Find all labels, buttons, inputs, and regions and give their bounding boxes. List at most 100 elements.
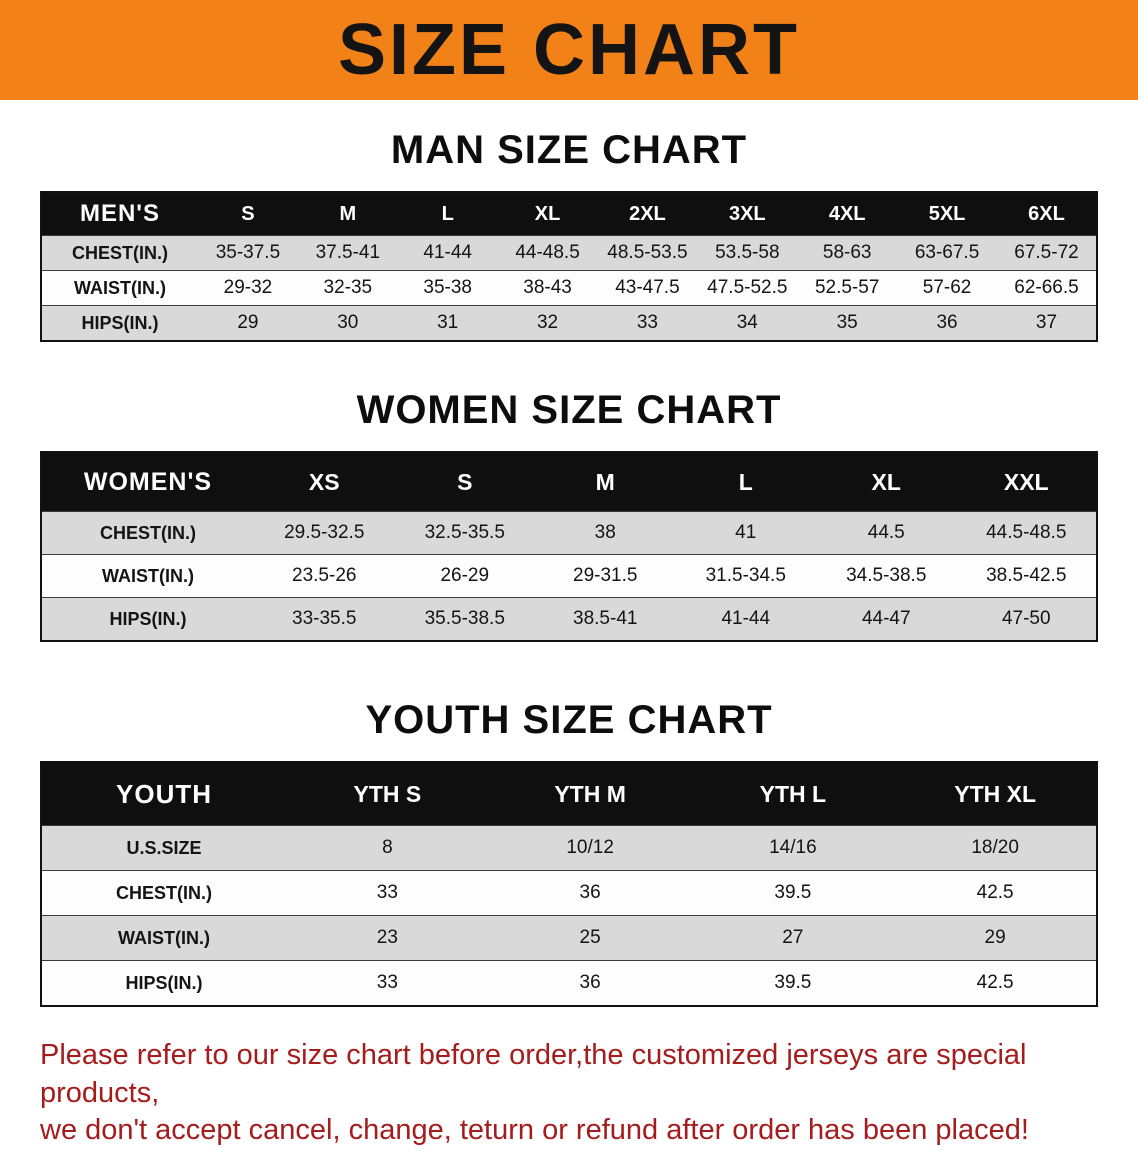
value-cell: 10/12 bbox=[488, 825, 692, 871]
value-cell: 38-43 bbox=[497, 270, 598, 306]
row-label-cell: WAIST(IN.) bbox=[41, 915, 286, 961]
row-label-cell: U.S.SIZE bbox=[41, 825, 286, 871]
value-cell: 34.5-38.5 bbox=[816, 554, 957, 598]
value-cell: 47-50 bbox=[956, 597, 1097, 641]
value-cell: 33-35.5 bbox=[254, 597, 395, 641]
row-label-cell: CHEST(IN.) bbox=[41, 511, 254, 555]
row-label-cell: WAIST(IN.) bbox=[41, 554, 254, 598]
value-cell: 18/20 bbox=[894, 825, 1097, 871]
size-header-cell: YTH M bbox=[488, 762, 692, 826]
table-row: CHEST(IN.) 35-37.5 37.5-41 41-44 44-48.5 48.5… bbox=[41, 235, 1097, 271]
value-cell: 29-31.5 bbox=[535, 554, 676, 598]
value-cell: 35.5-38.5 bbox=[394, 597, 535, 641]
size-header-cell: 3XL bbox=[697, 192, 798, 236]
value-cell: 44-47 bbox=[816, 597, 957, 641]
value-cell: 38.5-41 bbox=[535, 597, 676, 641]
value-cell: 52.5-57 bbox=[797, 270, 898, 306]
table-row: CHEST(IN.) 29.5-32.5 32.5-35.5 38 41 44.5 44.5… bbox=[41, 511, 1097, 555]
value-cell: 33 bbox=[597, 305, 698, 341]
table-row: HIPS(IN.) 33 36 39.5 42.5 bbox=[41, 960, 1097, 1006]
sections: MAN SIZE CHART MEN'S S M L XL 2XL 3XL 4XL 5XL 6XL C… bbox=[0, 128, 1138, 1007]
value-cell: 48.5-53.5 bbox=[597, 235, 698, 271]
value-cell: 36 bbox=[488, 960, 692, 1006]
value-cell: 29 bbox=[198, 305, 298, 341]
row-label-cell: HIPS(IN.) bbox=[41, 305, 198, 341]
row-label-cell: HIPS(IN.) bbox=[41, 960, 286, 1006]
size-header-cell: M bbox=[297, 192, 398, 236]
row-label-cell: CHEST(IN.) bbox=[41, 235, 198, 271]
size-section: MAN SIZE CHART MEN'S S M L XL 2XL 3XL 4XL 5XL 6XL C… bbox=[0, 128, 1138, 342]
size-header-cell: YTH XL bbox=[894, 762, 1097, 826]
size-header-cell: L bbox=[675, 452, 816, 512]
value-cell: 32 bbox=[497, 305, 598, 341]
value-cell: 35-37.5 bbox=[198, 235, 298, 271]
value-cell: 38.5-42.5 bbox=[956, 554, 1097, 598]
value-cell: 39.5 bbox=[691, 870, 895, 916]
table-row: WAIST(IN.) 29-32 32-35 35-38 38-43 43-47.5 47.… bbox=[41, 270, 1097, 306]
value-cell: 67.5-72 bbox=[997, 235, 1097, 271]
value-cell: 41-44 bbox=[397, 235, 498, 271]
value-cell: 41 bbox=[675, 511, 816, 555]
value-cell: 33 bbox=[286, 960, 489, 1006]
size-table: YOUTH YTH S YTH M YTH L YTH XL U.S.SIZE 8 10/12… bbox=[40, 761, 1098, 1007]
size-header-cell: 5XL bbox=[897, 192, 997, 236]
table-row: U.S.SIZE 8 10/12 14/16 18/20 bbox=[41, 825, 1097, 871]
value-cell: 29.5-32.5 bbox=[254, 511, 395, 555]
value-cell: 58-63 bbox=[797, 235, 898, 271]
value-cell: 44.5-48.5 bbox=[956, 511, 1097, 555]
size-header-cell: XL bbox=[816, 452, 957, 512]
banner-title: SIZE CHART bbox=[338, 10, 800, 90]
value-cell: 33 bbox=[286, 870, 489, 916]
size-table: WOMEN'S XS S M L XL XXL CHEST(IN.) 29.5-32.5 32.5… bbox=[40, 451, 1098, 642]
value-cell: 43-47.5 bbox=[597, 270, 698, 306]
size-header-cell: M bbox=[535, 452, 676, 512]
value-cell: 29-32 bbox=[198, 270, 298, 306]
table-row: WAIST(IN.) 23 25 27 29 bbox=[41, 915, 1097, 961]
row-label-cell: HIPS(IN.) bbox=[41, 597, 254, 641]
table-header-row: WOMEN'S XS S M L XL XXL bbox=[41, 452, 1097, 512]
value-cell: 35 bbox=[797, 305, 898, 341]
table-row: WAIST(IN.) 23.5-26 26-29 29-31.5 31.5-34.5 34… bbox=[41, 554, 1097, 598]
value-cell: 14/16 bbox=[691, 825, 895, 871]
size-header-cell: XS bbox=[254, 452, 395, 512]
size-header-cell: XXL bbox=[956, 452, 1097, 512]
size-header-cell: 6XL bbox=[997, 192, 1097, 236]
footer-notice-line1: Please refer to our size chart before or… bbox=[40, 1039, 1027, 1109]
value-cell: 27 bbox=[691, 915, 895, 961]
size-header-cell: 2XL bbox=[597, 192, 698, 236]
row-label-cell: WAIST(IN.) bbox=[41, 270, 198, 306]
value-cell: 63-67.5 bbox=[897, 235, 997, 271]
value-cell: 32-35 bbox=[297, 270, 398, 306]
value-cell: 39.5 bbox=[691, 960, 895, 1006]
table-title-cell: WOMEN'S bbox=[41, 452, 254, 512]
size-chart-banner: SIZE CHART bbox=[0, 0, 1138, 100]
value-cell: 36 bbox=[897, 305, 997, 341]
value-cell: 34 bbox=[697, 305, 798, 341]
table-row: HIPS(IN.) 33-35.5 35.5-38.5 38.5-41 41-44 44-… bbox=[41, 597, 1097, 641]
value-cell: 36 bbox=[488, 870, 692, 916]
table-header-row: YOUTH YTH S YTH M YTH L YTH XL bbox=[41, 762, 1097, 826]
section-heading: YOUTH SIZE CHART bbox=[365, 698, 773, 742]
size-header-cell: YTH S bbox=[286, 762, 489, 826]
table-header-row: MEN'S S M L XL 2XL 3XL 4XL 5XL 6XL bbox=[41, 192, 1097, 236]
value-cell: 44.5 bbox=[816, 511, 957, 555]
value-cell: 23.5-26 bbox=[254, 554, 395, 598]
size-header-cell: S bbox=[394, 452, 535, 512]
value-cell: 38 bbox=[535, 511, 676, 555]
size-section: WOMEN SIZE CHART WOMEN'S XS S M L XL XXL CHEST(I… bbox=[0, 388, 1138, 642]
table-title-cell: MEN'S bbox=[41, 192, 198, 236]
value-cell: 29 bbox=[894, 915, 1097, 961]
table-row: CHEST(IN.) 33 36 39.5 42.5 bbox=[41, 870, 1097, 916]
footer-notice: Please refer to our size chart before or… bbox=[40, 1037, 1098, 1150]
size-header-cell: L bbox=[397, 192, 498, 236]
table-row: HIPS(IN.) 29 30 31 32 33 34 35 36 37 bbox=[41, 305, 1097, 341]
value-cell: 25 bbox=[488, 915, 692, 961]
size-header-cell: S bbox=[198, 192, 298, 236]
value-cell: 57-62 bbox=[897, 270, 997, 306]
value-cell: 31 bbox=[397, 305, 498, 341]
value-cell: 47.5-52.5 bbox=[697, 270, 798, 306]
value-cell: 23 bbox=[286, 915, 489, 961]
table-title-cell: YOUTH bbox=[41, 762, 286, 826]
row-label-cell: CHEST(IN.) bbox=[41, 870, 286, 916]
size-section: YOUTH SIZE CHART YOUTH YTH S YTH M YTH L YTH … bbox=[0, 698, 1138, 1007]
